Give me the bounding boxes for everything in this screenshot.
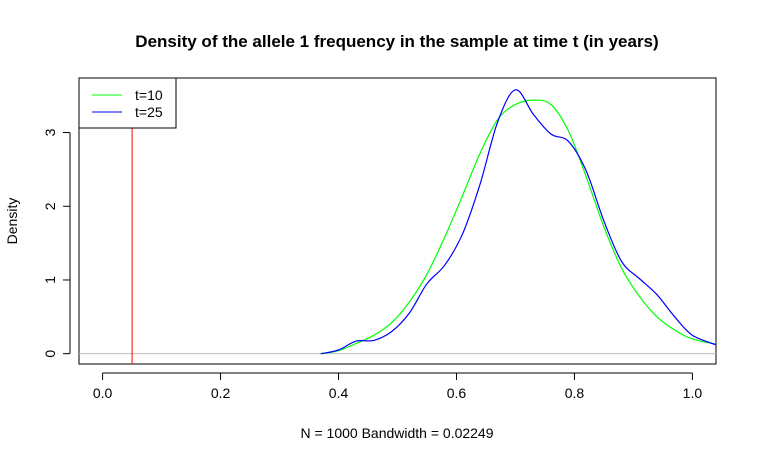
x-tick-label: 0.8 <box>565 385 585 401</box>
y-tick-label: 3 <box>42 128 58 136</box>
y-axis: 0 1 2 3 <box>42 128 71 358</box>
legend-box <box>78 77 177 129</box>
x-tick-label: 0.2 <box>211 385 231 401</box>
y-tick-label: 1 <box>42 276 58 284</box>
y-axis-label: Density <box>4 198 20 245</box>
legend-label-t25: t=25 <box>135 104 163 120</box>
plot-content <box>79 78 717 364</box>
density-line-t25 <box>320 89 717 355</box>
x-tick-label: 0.6 <box>447 385 467 401</box>
chart-title: Density of the allele 1 frequency in the… <box>135 32 658 51</box>
y-tick-label: 2 <box>42 202 58 210</box>
y-tick-label: 0 <box>42 350 58 358</box>
x-axis-label: N = 1000 Bandwidth = 0.02249 <box>300 425 493 441</box>
density-line-t10 <box>320 99 717 355</box>
x-tick-label: 1.0 <box>683 385 703 401</box>
x-tick-label: 0.4 <box>329 385 349 401</box>
x-tick-label: 0.0 <box>93 385 113 401</box>
legend-label-t10: t=10 <box>135 87 163 103</box>
x-axis: 0.0 0.2 0.4 0.6 0.8 1.0 <box>93 372 703 401</box>
legend: t=10 t=25 <box>78 77 177 129</box>
plot-frame <box>78 77 717 365</box>
